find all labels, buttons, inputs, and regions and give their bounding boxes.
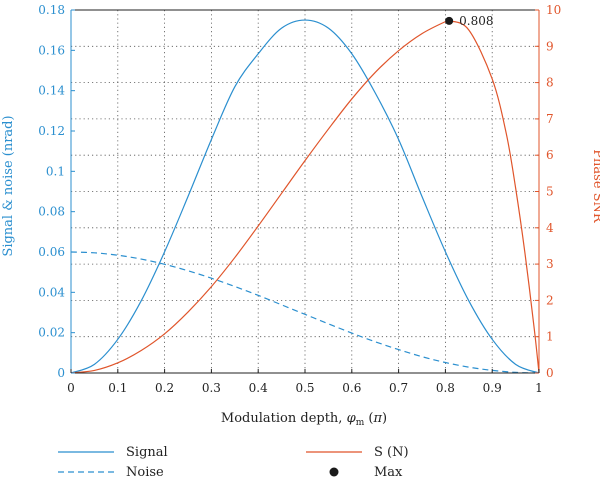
- legend-label: Signal: [126, 445, 168, 460]
- left-axis-ticks: 0 0.02 0.04 0.06 0.08 0.1 0.12 0.14 0.16 0.18: [38, 3, 75, 380]
- right-tick-label: 1: [546, 330, 554, 344]
- right-axis-title: Phase SNR: [590, 149, 600, 224]
- x-tick-label: 0.8: [436, 381, 455, 395]
- right-tick-label: 4: [546, 221, 554, 235]
- right-tick-label: 3: [546, 257, 554, 271]
- x-axis-title-unit: (: [364, 411, 373, 426]
- max-marker: [445, 16, 454, 25]
- left-tick-label: 0.12: [38, 124, 65, 138]
- series-s-n: [70, 19, 540, 374]
- x-axis-title-close: ): [382, 411, 387, 426]
- right-tick-label: 5: [546, 185, 554, 199]
- max-annotation: 0.808: [445, 14, 494, 28]
- legend-max-marker: [329, 467, 339, 477]
- left-tick-label: 0.1: [46, 164, 65, 178]
- x-tick-label: 1: [535, 381, 543, 395]
- left-tick-label: 0.02: [38, 326, 65, 340]
- right-tick-label: 2: [546, 293, 554, 307]
- left-tick-label: 0: [57, 366, 65, 380]
- left-tick-label: 0.04: [38, 285, 65, 299]
- x-axis-title-phi: φ: [347, 411, 357, 426]
- left-tick-label: 0.16: [38, 43, 65, 57]
- x-tick-label: 0.9: [483, 381, 502, 395]
- x-tick-label: 0: [67, 381, 75, 395]
- x-axis-title-main: Modulation depth,: [221, 411, 347, 426]
- right-tick-label: 7: [546, 112, 554, 126]
- x-axis-ticks: 0 0.1 0.2 0.3 0.4 0.5 0.6 0.7 0.8 0.9 1: [67, 369, 543, 395]
- legend-label: Max: [374, 465, 403, 480]
- left-tick-label: 0.08: [38, 205, 65, 219]
- left-axis-title: Signal & noise (nrad): [1, 115, 16, 256]
- left-tick-label: 0.18: [38, 3, 65, 17]
- x-axis-title: Modulation depth, φm (π): [221, 411, 387, 428]
- x-tick-label: 0.3: [202, 381, 221, 395]
- left-tick-label: 0.14: [38, 84, 65, 98]
- x-tick-label: 0.1: [108, 381, 127, 395]
- series-signal: [70, 19, 540, 374]
- x-tick-label: 0.5: [295, 381, 314, 395]
- x-tick-label: 0.4: [249, 381, 268, 395]
- x-axis-title-pi: π: [372, 411, 382, 426]
- right-tick-label: 0: [546, 366, 554, 380]
- right-tick-label: 10: [546, 3, 561, 17]
- left-tick-label: 0.06: [38, 245, 65, 259]
- x-tick-label: 0.6: [342, 381, 361, 395]
- grid: [71, 10, 539, 373]
- series-layer: [70, 19, 540, 374]
- legend-label: Noise: [126, 465, 164, 480]
- legend: Signal Noise S (N) Max: [58, 445, 409, 480]
- x-tick-label: 0.2: [155, 381, 174, 395]
- legend-label: S (N): [374, 445, 409, 460]
- right-tick-label: 8: [546, 76, 554, 90]
- right-tick-label: 9: [546, 39, 554, 53]
- x-axis-title-sub: m: [356, 418, 365, 428]
- right-axis-ticks: 0 1 2 3 4 5 6 7 8 9 10: [535, 3, 561, 380]
- x-tick-label: 0.7: [389, 381, 408, 395]
- right-tick-label: 6: [546, 148, 554, 162]
- max-label: 0.808: [459, 14, 493, 28]
- series-noise: [70, 251, 540, 374]
